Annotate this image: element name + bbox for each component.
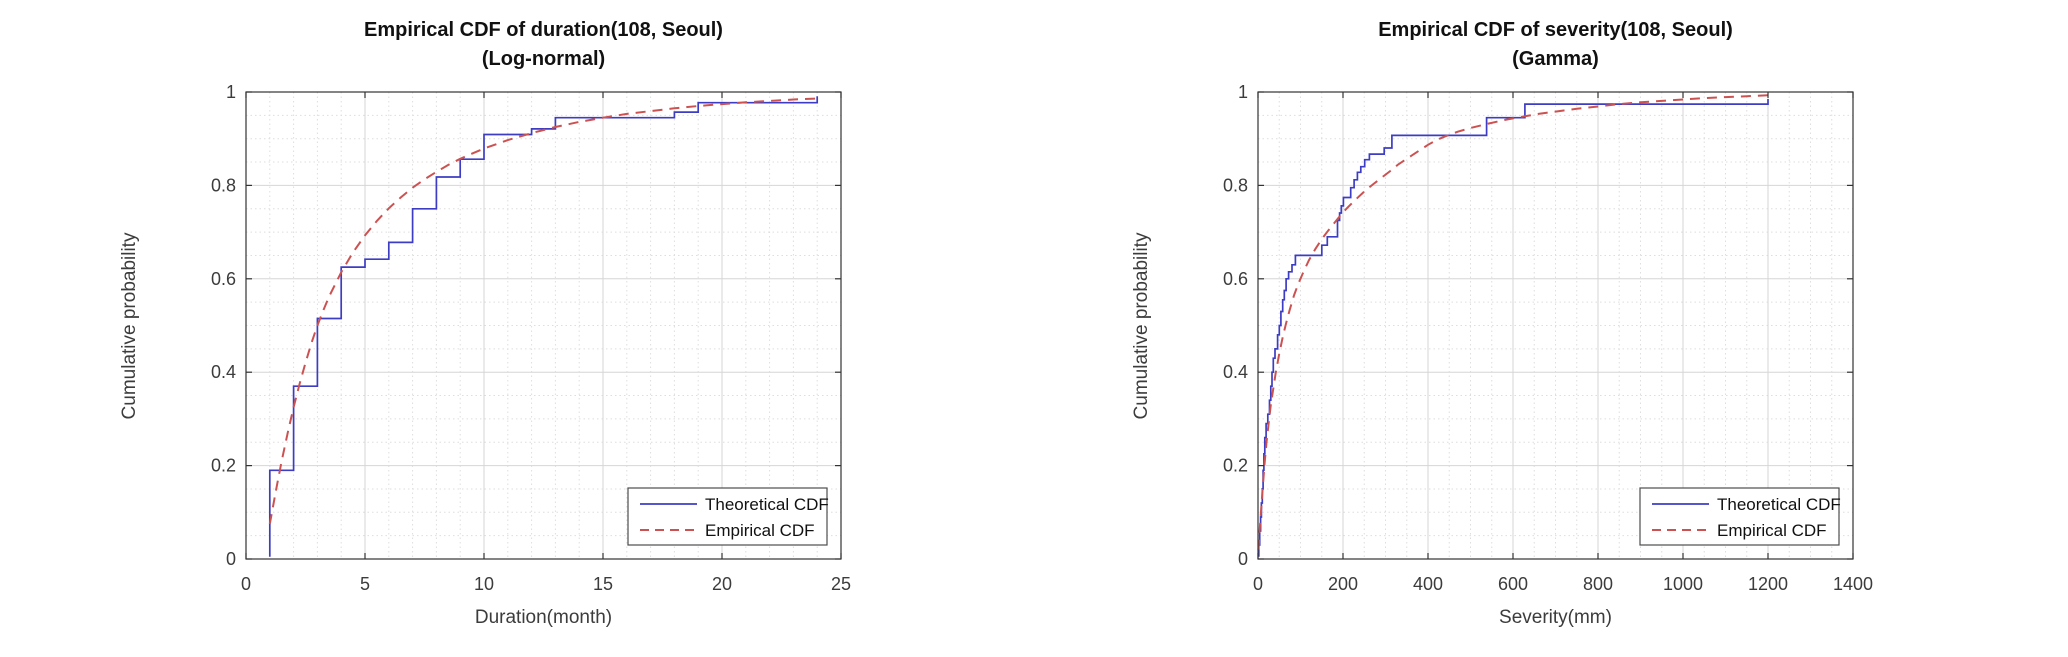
- legend: Theoretical CDF Empirical CDF: [1639, 487, 1841, 546]
- chart-title-line1: Empirical CDF of severity(108, Seoul): [1378, 19, 1733, 41]
- x-tick-label: 0: [1253, 574, 1263, 594]
- legend: Theoretical CDF Empirical CDF: [627, 487, 829, 546]
- axes-box: [1257, 91, 1854, 560]
- legend-box: [627, 487, 828, 546]
- axes-box: [245, 91, 842, 560]
- y-tick-label: 0.6: [1223, 269, 1248, 289]
- y-tick-label: 0.2: [211, 456, 236, 476]
- x-axis-label: Severity(mm): [1499, 607, 1612, 628]
- x-axis-label: Duration(month): [474, 607, 613, 628]
- empirical-cdf-line: [268, 97, 818, 525]
- y-tick-label: 0.4: [1223, 362, 1248, 382]
- x-tick-label: 1000: [1663, 574, 1703, 594]
- x-tick-label: 25: [831, 574, 851, 594]
- legend-label: Theoretical CDF: [1717, 495, 1841, 514]
- plot-area: 0 5 10 15 20 25 0 0.2 0.4 0.6 0.8 1 Theoretical CDF E…: [211, 82, 851, 594]
- x-tick-label: 15: [593, 574, 613, 594]
- y-tick-label: 1: [1238, 82, 1248, 102]
- y-tick-label: 0.2: [1223, 456, 1248, 476]
- legend-label: Empirical CDF: [1717, 521, 1827, 540]
- legend-label: Empirical CDF: [705, 521, 815, 540]
- x-tick-label: 0: [241, 574, 251, 594]
- y-tick-label: 0: [226, 549, 236, 569]
- x-tick-label: 1400: [1833, 574, 1873, 594]
- x-tick-label: 400: [1413, 574, 1443, 594]
- chart-title-line2: (Gamma): [1512, 48, 1599, 70]
- empirical-cdf-line: [1257, 94, 1769, 550]
- x-tick-label: 20: [712, 574, 732, 594]
- chart-title-line2: (Log-normal): [481, 48, 606, 70]
- theoretical-cdf-line: [268, 96, 819, 557]
- plot-area: 0 200 400 600 800 1000 1200 1400 0 0.2 0.4 0.6 0.8 1 T…: [1223, 82, 1873, 594]
- legend-label: Theoretical CDF: [705, 495, 829, 514]
- x-tick-label: 5: [360, 574, 370, 594]
- x-tick-label: 1200: [1748, 574, 1788, 594]
- y-tick-label: 0.8: [1223, 175, 1248, 195]
- chart-title: Empirical CDF of severity(108, Seoul) (G…: [1258, 16, 1853, 74]
- legend-box: [1639, 487, 1840, 546]
- x-tick-label: 800: [1583, 574, 1613, 594]
- y-tick-label: 0: [1238, 549, 1248, 569]
- y-tick-label: 1: [226, 82, 236, 102]
- y-tick-label: 0.8: [211, 175, 236, 195]
- chart-title: Empirical CDF of duration(108, Seoul) (L…: [246, 16, 841, 74]
- theoretical-cdf-line: [1257, 99, 1769, 557]
- x-tick-label: 200: [1328, 574, 1358, 594]
- severity-cdf-chart: Empirical CDF of severity(108, Seoul) (G…: [1112, 8, 1912, 657]
- y-tick-label: 0.4: [211, 362, 236, 382]
- chart-title-line1: Empirical CDF of duration(108, Seoul): [364, 19, 723, 41]
- y-tick-label: 0.6: [211, 269, 236, 289]
- duration-cdf-chart: Empirical CDF of duration(108, Seoul) (L…: [100, 8, 900, 657]
- x-tick-label: 10: [474, 574, 494, 594]
- x-tick-label: 600: [1498, 574, 1528, 594]
